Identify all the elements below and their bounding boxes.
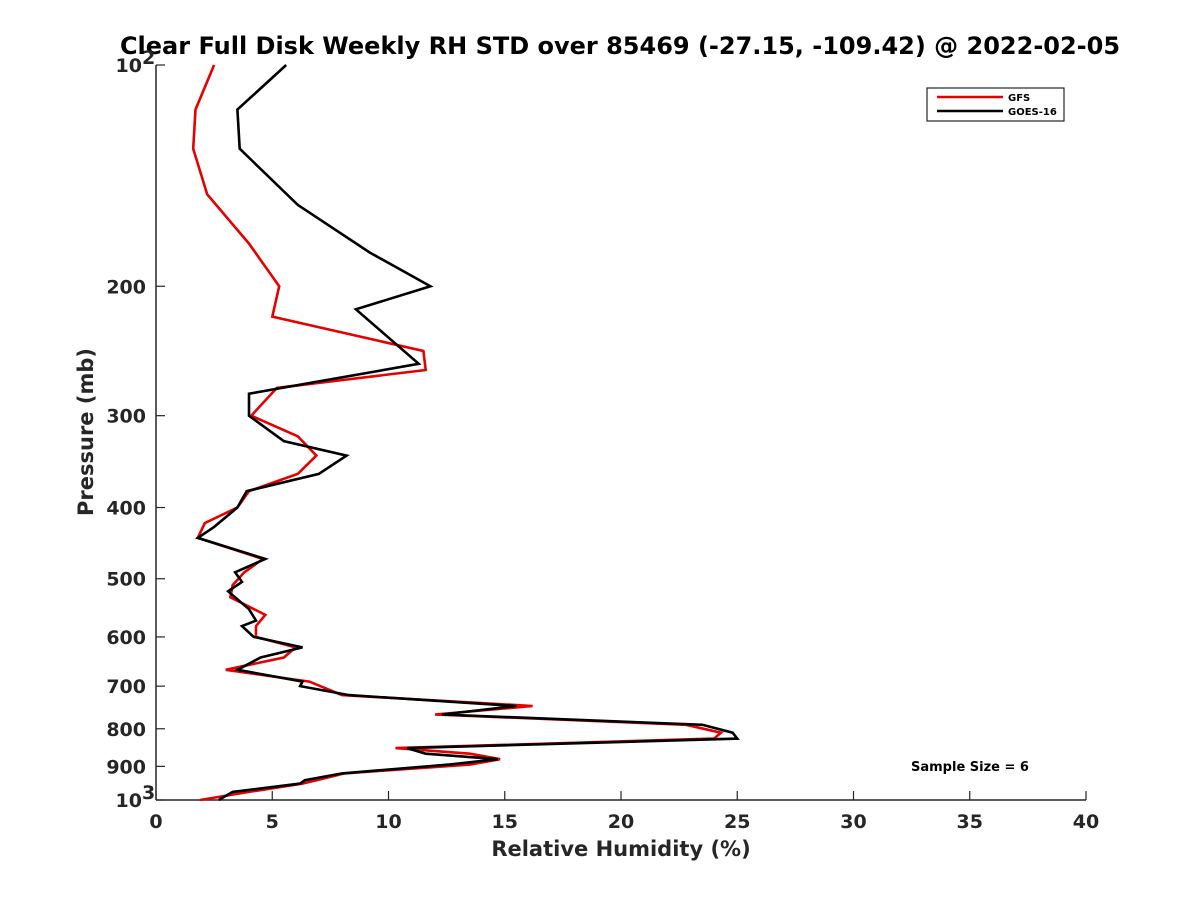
y-tick-label: 500 — [106, 569, 146, 591]
x-tick-label: 10 — [375, 811, 401, 833]
series-group — [191, 64, 740, 802]
y-tick-label: 10 — [116, 790, 142, 812]
y-tick-label: 200 — [106, 276, 146, 298]
y-tick-exponent: 2 — [142, 47, 155, 69]
x-axis-ticks: 0 5 10 15 20 25 30 35 40 — [149, 791, 1099, 833]
plot-area — [155, 65, 1086, 801]
x-tick-label: 30 — [840, 811, 866, 833]
x-tick-label: 20 — [608, 811, 634, 833]
series-line-goes16 — [194, 64, 740, 802]
x-tick-label: 0 — [149, 811, 162, 833]
y-tick-label: 400 — [106, 498, 146, 520]
x-axis-label: Relative Humidity (%) — [491, 837, 750, 861]
legend-label-goes16: GOES-16 — [1008, 107, 1057, 118]
sample-size-annotation: Sample Size = 6 — [911, 760, 1029, 775]
legend-label-gfs: GFS — [1008, 93, 1030, 104]
x-tick-label: 25 — [724, 811, 750, 833]
y-tick-label: 10 — [116, 55, 142, 77]
x-tick-label: 35 — [957, 811, 983, 833]
y-tick-label: 900 — [106, 756, 146, 778]
y-tick-label: 800 — [106, 719, 146, 741]
y-tick-label: 600 — [106, 627, 146, 649]
x-tick-label: 15 — [492, 811, 518, 833]
y-tick-exponent: 3 — [142, 782, 155, 804]
legend: GFS GOES-16 — [926, 87, 1065, 122]
legend-box — [926, 87, 1065, 122]
y-tick-label: 300 — [106, 406, 146, 428]
y-axis-label: Pressure (mb) — [74, 348, 98, 516]
x-tick-label: 5 — [266, 811, 279, 833]
chart-title: Clear Full Disk Weekly RH STD over 85469… — [120, 32, 1120, 60]
series-line-gfs — [191, 64, 724, 802]
y-tick-label: 700 — [106, 676, 146, 698]
x-tick-label: 40 — [1073, 811, 1099, 833]
